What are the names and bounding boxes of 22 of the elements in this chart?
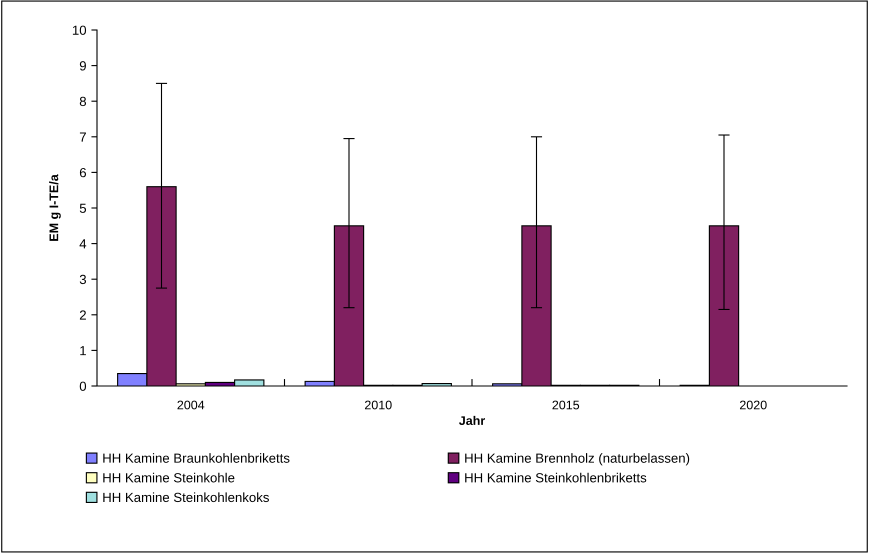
legend-label: HH Kamine Steinkohle (103, 472, 234, 482)
legend-label: HH Kamine Steinkohlenbriketts (465, 472, 646, 482)
x-tick-label: 2004 (177, 400, 204, 410)
y-tick-label: 1 (80, 346, 86, 356)
y-tick-label: 10 (72, 26, 86, 35)
y-tick-label: 5 (80, 204, 86, 213)
y-tick-label: 8 (80, 96, 86, 106)
legend-label: HH Kamine Brennholz (naturbelassen) (465, 453, 690, 466)
y-tick-label: 3 (80, 274, 86, 284)
legend-label: HH Kamine Braunkohlenbriketts (103, 453, 290, 463)
x-tick-label: 2010 (364, 400, 392, 410)
y-tick-label: 0 (80, 382, 86, 391)
x-axis-title: Jahr (458, 416, 486, 426)
y-tick-label: 2 (80, 310, 86, 320)
y-axis-title: EM g I-TE/a (49, 174, 61, 241)
y-tick-label: 9 (80, 61, 86, 71)
x-tick-label: 2015 (552, 400, 580, 410)
y-tick-label: 7 (80, 132, 86, 142)
x-tick-label: 2020 (740, 400, 767, 410)
legend-label: HH Kamine Steinkohlenkoks (103, 492, 269, 502)
y-tick-label: 4 (80, 239, 86, 248)
y-tick-label: 6 (80, 168, 86, 178)
